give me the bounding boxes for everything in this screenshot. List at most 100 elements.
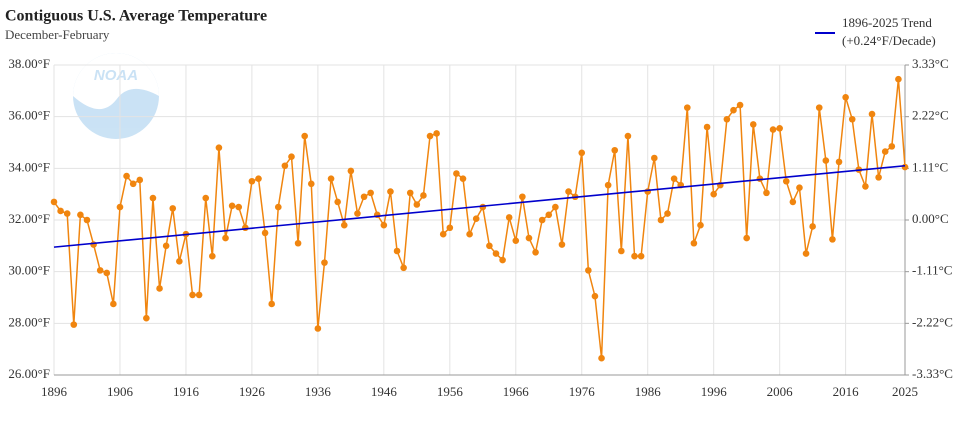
data-point xyxy=(83,216,91,224)
data-point xyxy=(749,121,757,128)
data-point xyxy=(268,300,275,308)
y2-tick-label: 3.33°C xyxy=(912,56,949,71)
x-tick-label: 1936 xyxy=(305,384,332,399)
data-point xyxy=(585,267,592,274)
data-point xyxy=(578,149,586,157)
data-point xyxy=(90,241,97,248)
data-point xyxy=(796,184,803,192)
data-point xyxy=(387,188,394,195)
data-point xyxy=(123,172,130,180)
data-point xyxy=(103,269,111,277)
y-tick-label: 38.00°F xyxy=(8,56,50,71)
data-point xyxy=(57,207,64,215)
trend-line xyxy=(53,164,906,248)
x-tick-label: 1896 xyxy=(41,384,68,399)
data-point xyxy=(215,144,223,151)
data-point xyxy=(176,258,183,265)
data-point xyxy=(149,194,157,202)
data-point xyxy=(433,130,440,137)
x-tick-label: 1916 xyxy=(173,384,200,399)
x-tick-label: 1906 xyxy=(107,384,134,399)
data-point xyxy=(321,259,328,266)
data-point xyxy=(453,170,460,177)
legend-label: 1896-2025 Trend xyxy=(842,15,932,30)
y2-tick-label: -1.11°C xyxy=(912,263,952,278)
data-point xyxy=(538,216,546,224)
chart-title: Contiguous U.S. Average Temperature xyxy=(5,8,267,25)
data-point xyxy=(459,175,467,182)
data-point xyxy=(189,291,196,299)
y-tick-label: 30.00°F xyxy=(8,263,50,278)
data-point xyxy=(439,230,447,238)
data-point xyxy=(248,177,256,185)
data-point xyxy=(703,123,711,131)
data-point xyxy=(314,325,322,332)
data-point xyxy=(644,188,652,195)
data-point xyxy=(881,148,889,155)
y-tick-label: 34.00°F xyxy=(8,159,50,174)
data-point xyxy=(327,175,335,182)
chart-subtitle: December-February xyxy=(5,27,110,42)
data-point xyxy=(545,211,553,219)
data-point xyxy=(868,110,876,118)
data-point xyxy=(690,239,698,247)
data-point xyxy=(162,242,170,250)
data-point xyxy=(294,239,302,247)
data-point xyxy=(875,174,882,181)
data-point xyxy=(222,234,229,242)
data-point xyxy=(835,158,843,166)
legend-note: (+0.24°F/Decade) xyxy=(842,33,936,48)
data-point xyxy=(888,143,896,150)
data-point xyxy=(209,252,216,260)
logo-gull xyxy=(73,53,159,110)
data-point xyxy=(789,198,797,206)
data-point xyxy=(684,104,691,111)
data-point xyxy=(611,146,619,154)
data-point xyxy=(492,250,500,257)
data-point xyxy=(822,157,830,164)
data-point xyxy=(618,247,625,255)
data-point xyxy=(426,132,434,140)
data-point xyxy=(347,167,355,175)
y-tick-label: 26.00°F xyxy=(8,366,50,381)
data-point xyxy=(730,106,737,114)
x-tick-label: 1976 xyxy=(569,384,596,399)
data-point xyxy=(862,183,869,190)
data-point xyxy=(598,354,605,362)
data-point xyxy=(624,132,632,140)
x-tick-label: 2006 xyxy=(767,384,794,399)
data-point xyxy=(242,224,249,232)
data-point xyxy=(340,221,348,229)
data-point xyxy=(143,314,150,322)
data-point xyxy=(281,162,289,170)
data-point xyxy=(842,93,849,101)
data-point xyxy=(670,175,678,182)
data-point xyxy=(96,267,104,274)
data-point xyxy=(393,247,401,255)
y2-tick-label: 0.00°C xyxy=(912,211,949,226)
data-point xyxy=(776,124,783,132)
data-point xyxy=(591,292,599,300)
data-point xyxy=(129,180,137,188)
logo: NOAA xyxy=(73,53,159,139)
data-point xyxy=(486,242,493,250)
data-point xyxy=(406,189,414,197)
data-point xyxy=(565,188,572,195)
data-point xyxy=(651,154,658,162)
data-point xyxy=(360,193,368,201)
data-point xyxy=(664,210,671,217)
data-point xyxy=(367,189,374,197)
data-point xyxy=(50,198,58,206)
data-point xyxy=(400,264,407,272)
data-point xyxy=(848,115,856,123)
data-point xyxy=(116,203,124,211)
data-point xyxy=(829,236,836,243)
data-point xyxy=(604,181,612,189)
data-point xyxy=(301,132,308,140)
y2-tick-label: -3.33°C xyxy=(912,366,953,381)
data-point xyxy=(710,190,717,198)
data-point xyxy=(895,75,902,83)
x-tick-label: 1926 xyxy=(239,384,266,399)
data-point xyxy=(255,175,262,182)
